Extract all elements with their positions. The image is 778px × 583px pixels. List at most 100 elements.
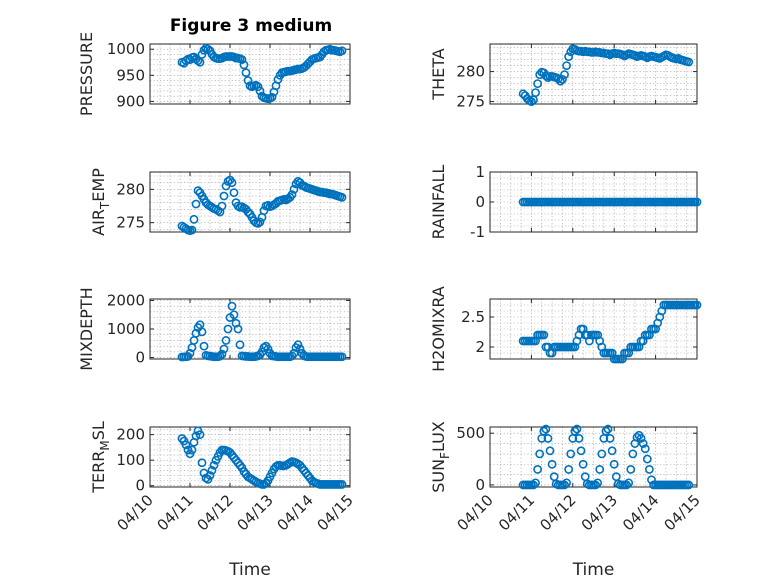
data-point (692, 197, 702, 207)
axes-box (149, 171, 351, 233)
data-point (564, 52, 574, 61)
data-point (199, 341, 209, 351)
data-point (233, 324, 243, 334)
data-point (251, 80, 261, 90)
axes-box (489, 426, 698, 488)
data-point (235, 340, 245, 350)
data-point (531, 478, 540, 488)
series-markers (518, 44, 694, 106)
y-axis-label: H2OMIXRA (429, 286, 448, 372)
y-axis-label-main: MIXDEPTH (77, 287, 96, 370)
data-point (255, 217, 265, 227)
data-point (197, 458, 207, 468)
ytick-label: 1 (475, 163, 485, 181)
data-point (195, 430, 205, 440)
ytick-label: 0 (475, 193, 485, 211)
data-point (223, 324, 233, 334)
data-point (578, 459, 588, 469)
data-point (642, 454, 652, 464)
data-point (337, 480, 347, 489)
data-point (593, 478, 603, 488)
ytick-label: -1 (470, 223, 485, 241)
y-axis-label: AIRTEMP (89, 168, 112, 236)
series-markers (518, 197, 702, 207)
data-point (199, 45, 209, 55)
data-point (640, 444, 650, 454)
data-point (535, 449, 545, 459)
axes-box (149, 426, 351, 488)
data-point (684, 480, 694, 490)
ytick-label: 0 (135, 477, 145, 495)
data-point (241, 68, 251, 78)
ytick-label: 280 (116, 180, 145, 198)
data-point (647, 475, 656, 485)
axes-box (489, 43, 698, 105)
data-point (566, 449, 576, 459)
y-axis-label: SUNFLUX (429, 421, 452, 493)
data-point (533, 79, 543, 88)
data-point (189, 214, 199, 224)
data-point (187, 445, 197, 455)
data-point (207, 466, 217, 475)
ytick-label: 275 (116, 214, 145, 232)
data-point (541, 71, 551, 81)
data-point (644, 465, 654, 474)
data-point (535, 70, 545, 79)
ytick-label: 500 (456, 424, 485, 442)
ytick-label: 0 (135, 349, 145, 367)
data-point (239, 60, 249, 70)
data-point (609, 459, 619, 469)
y-axis-label-subscript: M (98, 440, 112, 450)
data-point (684, 57, 694, 67)
data-point (209, 460, 219, 470)
data-point (553, 74, 563, 84)
data-point (607, 446, 617, 456)
data-point (626, 465, 636, 474)
data-point (227, 178, 237, 188)
y-axis-label-main: AIR (89, 209, 108, 236)
ytick-label: 2.5 (461, 308, 485, 326)
data-point (205, 471, 215, 480)
y-axis-label-suffix: SL (89, 421, 108, 440)
series-markers (177, 175, 347, 236)
y-axis-label: RAINFALL (429, 165, 448, 240)
data-point (243, 76, 253, 85)
data-point (560, 70, 569, 79)
y-axis-label-main: SUN (429, 459, 448, 493)
figure-title: Figure 3 medium (170, 16, 332, 36)
data-point (555, 76, 565, 86)
y-axis-label: THETA (429, 48, 448, 100)
data-point (529, 480, 538, 490)
axes-box (489, 298, 698, 360)
y-axis-label: MIXDEPTH (77, 287, 96, 370)
x-axis-label: Time (228, 560, 271, 580)
data-point (560, 480, 569, 490)
data-point (191, 199, 201, 209)
subplot-h2omixra: 2 2.5 H2OMIXRA (429, 286, 702, 372)
y-axis-label-suffix: EMP (89, 168, 108, 202)
data-point (576, 446, 586, 456)
series-markers (177, 301, 347, 362)
y-axis-label: PRESSURE (77, 32, 96, 116)
data-point (562, 61, 571, 70)
data-point (229, 188, 239, 198)
y-axis-label-subscript: T (98, 201, 112, 210)
ytick-label: 100 (116, 451, 145, 469)
data-point (539, 330, 549, 340)
data-point (545, 446, 555, 456)
ytick-label: 950 (116, 66, 145, 84)
ytick-label: 900 (116, 92, 145, 110)
data-point (337, 352, 347, 362)
data-point (692, 300, 702, 310)
data-point (601, 426, 611, 436)
subplot-theta: 275 280 THETA (429, 43, 698, 111)
data-point (572, 424, 582, 434)
ytick-label: 2000 (107, 291, 145, 309)
data-point (221, 336, 231, 345)
data-point (217, 201, 227, 211)
data-point (253, 82, 263, 92)
